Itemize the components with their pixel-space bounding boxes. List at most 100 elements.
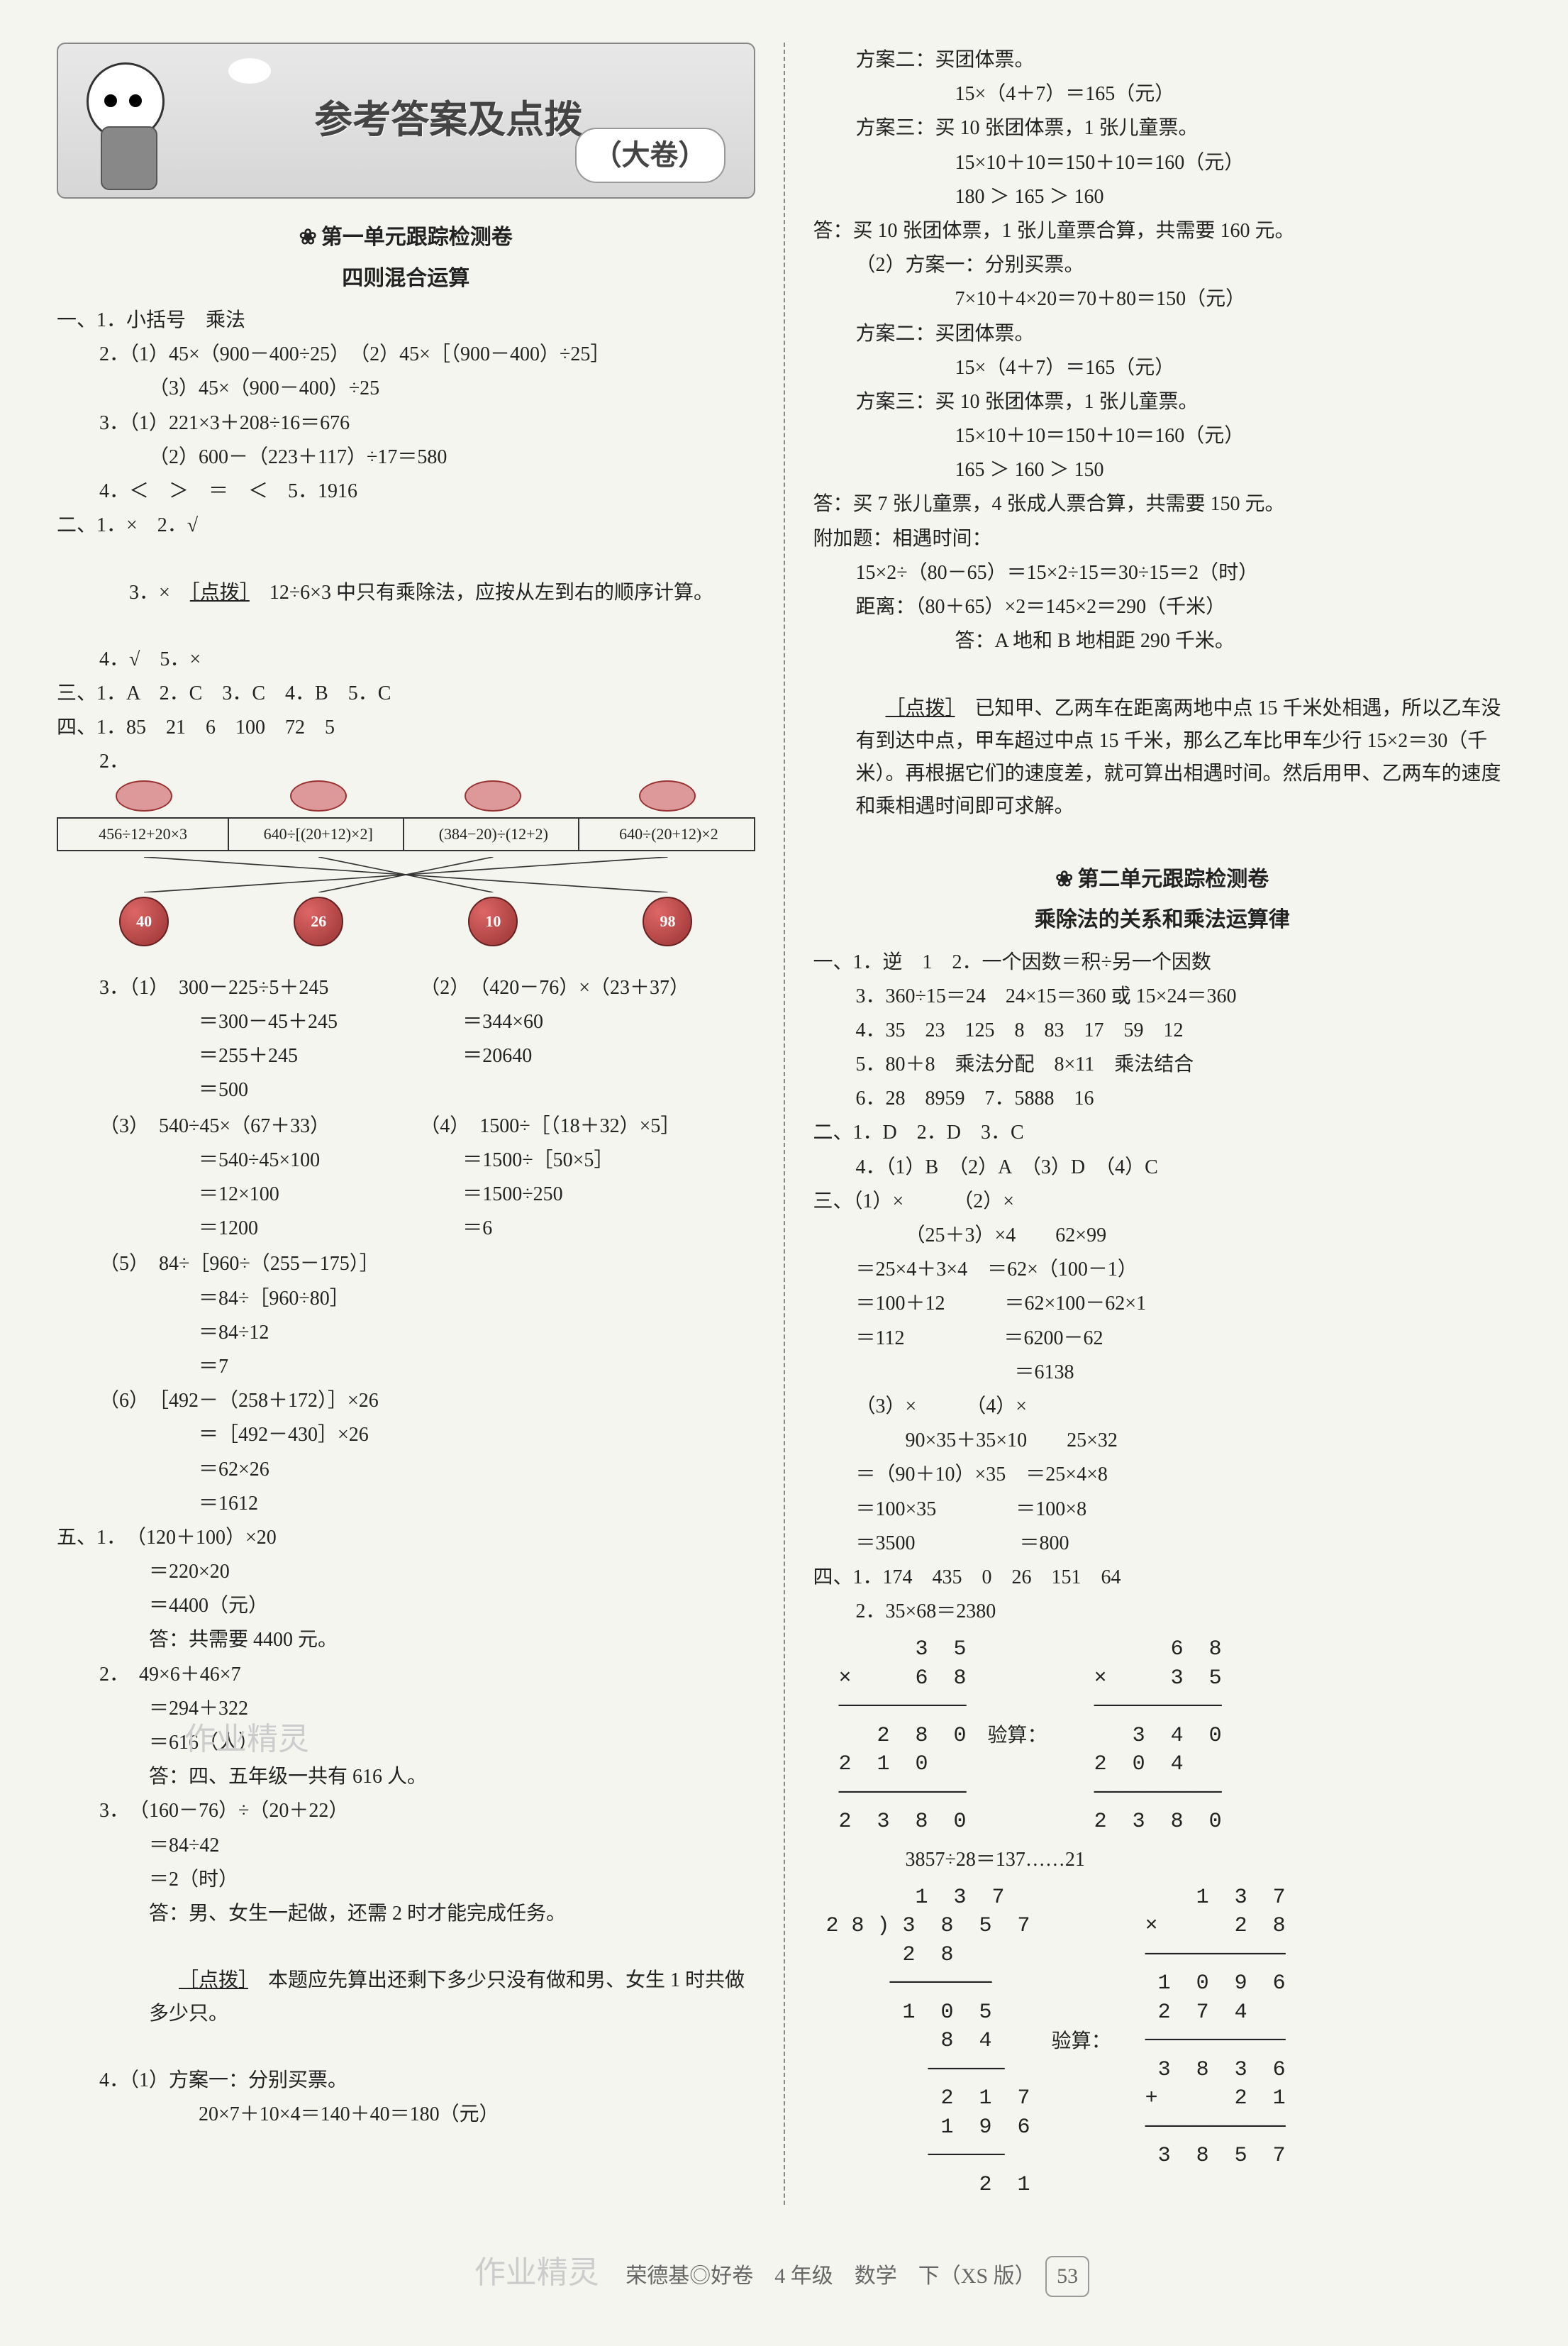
division-pair: 1 3 7 2 8 ) 3 8 5 7 2 8 ──────── 1 0 5 8… xyxy=(813,1878,1512,2206)
text-line: ＝300－45＋245 xyxy=(57,1006,391,1039)
text-line: 二、1．× 2．√ xyxy=(57,509,755,542)
hint-label: ［点拨］ xyxy=(190,582,250,604)
text-line: 165 ＞ 160 ＞ 150 xyxy=(813,454,1512,487)
text-line: ＝7 xyxy=(57,1351,755,1383)
text-line: 三、1．A 2．C 3．C 4．B 5．C xyxy=(57,677,755,710)
text-line: 180 ＞ 165 ＞ 160 xyxy=(813,181,1512,214)
text-line: ＝1612 xyxy=(57,1488,755,1520)
text-line: 2．（1）45×（900－400÷25） （2）45×［（900－400）÷25… xyxy=(57,338,755,371)
answer-line: 答：买 10 张团体票，1 张儿童票合算，共需要 160 元。 xyxy=(813,215,1512,248)
banner-title: 参考答案及点拨 xyxy=(314,89,582,152)
apple-icon: 26 xyxy=(294,897,343,946)
text-line: 4．＜ ＞ ＝ ＜ 5．1916 xyxy=(57,475,755,508)
calc-row: 3．（1） 300－225÷5＋245 ＝300－45＋245 ＝255＋245… xyxy=(57,970,755,1109)
text-line: 3． （160－76）÷（20＋22） xyxy=(57,1795,755,1827)
text-line: （6） ［492－（258＋172）］×26 xyxy=(57,1385,755,1417)
banner-subtitle: （大卷） xyxy=(575,128,725,183)
long-multiplication: 3 5 × 6 8 ────────── 2 8 0 2 1 0 ───────… xyxy=(813,1635,967,1837)
bug-icon xyxy=(639,780,696,812)
text-line: （3） 540÷45×（67＋33） xyxy=(57,1110,391,1143)
text-line: 4．（1）方案一：分别买票。 xyxy=(57,2064,755,2097)
text-line: ＝［492－430］×26 xyxy=(57,1419,755,1451)
text-line: 附加题：相遇时间： xyxy=(813,523,1512,555)
long-division: 1 3 7 2 8 ) 3 8 5 7 2 8 ──────── 1 0 5 8… xyxy=(813,1883,1030,2200)
text-line: ＝112 ＝6200－62 xyxy=(813,1322,1512,1355)
left-column: 参考答案及点拨 （大卷） 第一单元跟踪检测卷 四则混合运算 一、1．小括号 乘法… xyxy=(57,43,755,2205)
bug-icon xyxy=(116,780,172,812)
text-line: ＝220×20 xyxy=(57,1556,755,1588)
text-line: （2）方案一：分别买票。 xyxy=(813,249,1512,282)
long-division-check: 1 3 7 × 2 8 ─────────── 1 0 9 6 2 7 4 ──… xyxy=(1133,1883,1286,2171)
text-line: 3．× ［点拨］ 12÷6×3 中只有乘除法，应按从左到右的顺序计算。 xyxy=(57,543,755,642)
text-line: （4） 1500÷［（18＋32）×5］ xyxy=(420,1110,755,1143)
text-line: ＝（90＋10）×35 ＝25×4×8 xyxy=(813,1459,1512,1491)
watermark: 作业精灵 xyxy=(184,1714,309,1766)
hint-label: ［点拨］ xyxy=(886,697,955,719)
expression-cell: 456÷12+20×3 xyxy=(58,819,229,850)
text-line: ＝84÷42 xyxy=(57,1830,755,1862)
text-line: 5．80＋8 乘法分配 8×11 乘法结合 xyxy=(813,1048,1512,1081)
text-line: ＝20640 xyxy=(420,1040,755,1073)
text-line: 一、1．逆 1 2．一个因数＝积÷另一个因数 xyxy=(813,946,1512,979)
unit2-subheading: 乘除法的关系和乘法运算律 xyxy=(813,902,1512,938)
text-line: 一、1．小括号 乘法 xyxy=(57,304,755,337)
text-line: ＝1500÷［50×5］ xyxy=(420,1144,755,1177)
expression-box-row: 456÷12+20×3 640÷[(20+12)×2] (384−20)÷(12… xyxy=(57,817,755,851)
text-line: （3）× （4）× xyxy=(813,1390,1512,1423)
footer-text: 荣德基◎好卷 4 年级 数学 下（XS 版） xyxy=(625,2264,1035,2288)
text-line: 3．（1） 300－225÷5＋245 xyxy=(57,972,391,1005)
text-line: （2）600－（223＋117）÷17＝580 xyxy=(57,441,755,474)
text-line: ＝62×26 xyxy=(57,1454,755,1486)
hint-line: ［点拨］ 本题应先算出还剩下多少只没有做和男、女生 1 时共做多少只。 xyxy=(57,1932,755,2063)
text-line: 15×（4＋7）＝165（元） xyxy=(813,78,1512,111)
answer-line: 答：男、女生一起做，还需 2 时才能完成任务。 xyxy=(57,1898,755,1930)
unit2-heading: 第二单元跟踪检测卷 xyxy=(813,862,1512,897)
text-line: ＝3500 ＝800 xyxy=(813,1527,1512,1560)
text-line: 4．√ 5．× xyxy=(57,643,755,676)
apple-icon: 10 xyxy=(468,897,518,946)
page-number: 53 xyxy=(1045,2256,1089,2297)
text-line: （5） 84÷［960÷（255－175）］ xyxy=(57,1248,755,1280)
text-line: ＝540÷45×100 xyxy=(57,1144,391,1177)
column-divider xyxy=(784,43,785,2205)
text-line: 3．（1）221×3＋208÷16＝676 xyxy=(57,407,755,440)
bug-row xyxy=(57,780,755,812)
matching-lines xyxy=(57,857,755,892)
text-line: ＝6 xyxy=(420,1212,755,1245)
apple-icon: 40 xyxy=(119,897,169,946)
watermark: 作业精灵 xyxy=(474,2255,599,2290)
text-line: 四、1．174 435 0 26 151 64 xyxy=(813,1561,1512,1594)
text-line: ＝100×35 ＝100×8 xyxy=(813,1493,1512,1526)
text-line: 方案三：买 10 张团体票，1 张儿童票。 xyxy=(813,112,1512,145)
text-line: （3）45×（900－400）÷25 xyxy=(57,372,755,405)
bug-icon xyxy=(465,780,521,812)
text-span: 12÷6×3 中只有乘除法，应按从左到右的顺序计算。 xyxy=(250,582,713,604)
text-line: 15×2÷（80－65）＝15×2÷15＝30÷15＝2（时） xyxy=(813,557,1512,590)
unit1-heading-text: 第一单元跟踪检测卷 xyxy=(321,226,513,249)
answer-line: 答：四、五年级一共有 616 人。 xyxy=(57,1761,755,1793)
cloud-icon xyxy=(228,58,271,84)
text-line: ＝84÷［960÷80］ xyxy=(57,1283,755,1315)
text-line: ＝2（时） xyxy=(57,1864,755,1896)
unit1-heading: 第一单元跟踪检测卷 xyxy=(57,220,755,255)
text-line: 2．35×68＝2380 xyxy=(813,1595,1512,1628)
answer-line: 答：A 地和 B 地相距 290 千米。 xyxy=(813,625,1512,658)
check-label: 验算： xyxy=(988,1720,1047,1752)
calc-row: （3） 540÷45×（67＋33） ＝540÷45×100 ＝12×100 ＝… xyxy=(57,1109,755,1247)
unit2-heading-text: 第二单元跟踪检测卷 xyxy=(1077,868,1269,891)
apple-icon: 98 xyxy=(643,897,692,946)
right-column: 方案二：买团体票。 15×（4＋7）＝165（元） 方案三：买 10 张团体票，… xyxy=(813,43,1512,2205)
text-line: 6．28 8959 7．5888 16 xyxy=(813,1083,1512,1115)
text-line: ＝25×4＋3×4 ＝62×（100－1） xyxy=(813,1254,1512,1286)
page-footer: 作业精灵 荣德基◎好卷 4 年级 数学 下（XS 版） 53 xyxy=(57,2247,1511,2299)
text-line: ＝4400（元） xyxy=(57,1590,755,1622)
banner: 参考答案及点拨 （大卷） xyxy=(57,43,755,199)
text-line: ＝1500÷250 xyxy=(420,1178,755,1211)
bug-icon xyxy=(290,780,347,812)
text-line: 15×10＋10＝150＋10＝160（元） xyxy=(813,420,1512,453)
text-line: 2． 49×6＋46×7 xyxy=(57,1659,755,1691)
text-span: 3．× xyxy=(129,582,190,604)
text-line: （25＋3）×4 62×99 xyxy=(813,1219,1512,1252)
text-line: 二、1．D 2．D 3．C xyxy=(813,1117,1512,1149)
text-line: 三、（1）× （2）× xyxy=(813,1185,1512,1218)
